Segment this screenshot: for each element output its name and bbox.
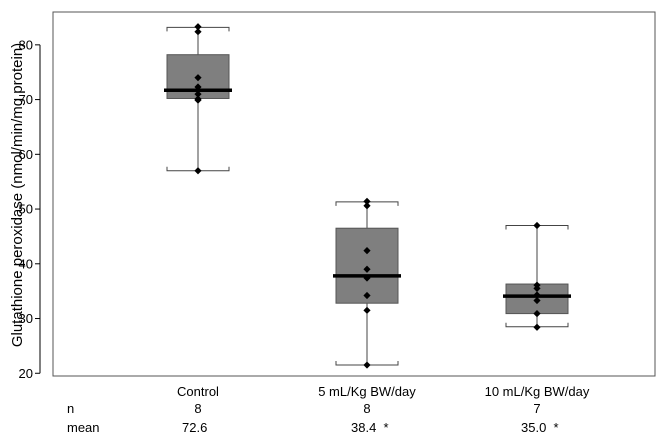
mean-value: 35.0 * (521, 420, 559, 435)
data-point (194, 83, 202, 91)
data-points (194, 23, 541, 369)
data-point (533, 284, 541, 293)
y-tick-label: 70 (19, 92, 33, 107)
data-point (363, 197, 371, 205)
y-tick-label: 80 (19, 37, 33, 52)
data-point (363, 202, 371, 210)
data-point (194, 74, 202, 82)
n-value: 7 (533, 401, 540, 416)
category-label: Control (177, 384, 219, 399)
y-axis-label: Glutathione peroxidase (nmol/min/mg prot… (9, 43, 26, 347)
box-group (333, 201, 401, 366)
data-point (533, 323, 541, 331)
data-point (194, 90, 202, 98)
data-point (363, 291, 371, 300)
category-labels: Control 5 mL/Kg BW/day 10 mL/Kg BW/day (177, 384, 590, 399)
data-point (533, 296, 541, 305)
y-tick-label: 60 (19, 147, 33, 162)
summary-table: n mean 8 8 7 72.6 38.4 * 35.0 * (67, 401, 559, 435)
mean-value: 38.4 * (351, 420, 389, 435)
table-row-label: n (67, 401, 74, 416)
y-tick-label: 30 (19, 311, 33, 326)
data-point (194, 28, 202, 36)
boxes (164, 26, 571, 366)
data-point (363, 247, 371, 255)
plot-frame (52, 11, 656, 377)
data-point (363, 361, 371, 369)
data-point (363, 265, 371, 273)
data-point (533, 291, 541, 299)
y-tick-label: 40 (19, 256, 33, 271)
category-label: 10 mL/Kg BW/day (485, 384, 590, 399)
data-point (363, 306, 371, 314)
mean-value: 72.6 (182, 420, 207, 435)
data-point (194, 167, 202, 175)
y-tick-label: 20 (19, 366, 33, 381)
y-tick-label: 50 (19, 202, 33, 217)
data-point (533, 310, 541, 318)
category-label: 5 mL/Kg BW/day (318, 384, 416, 399)
y-axis: 20 30 40 50 60 70 80 (19, 37, 41, 381)
table-row-label: mean (67, 420, 100, 435)
data-point (194, 96, 202, 104)
data-point (363, 274, 371, 282)
n-value: 8 (363, 401, 370, 416)
data-point (194, 23, 202, 31)
data-point (533, 221, 541, 230)
n-value: 8 (194, 401, 201, 416)
